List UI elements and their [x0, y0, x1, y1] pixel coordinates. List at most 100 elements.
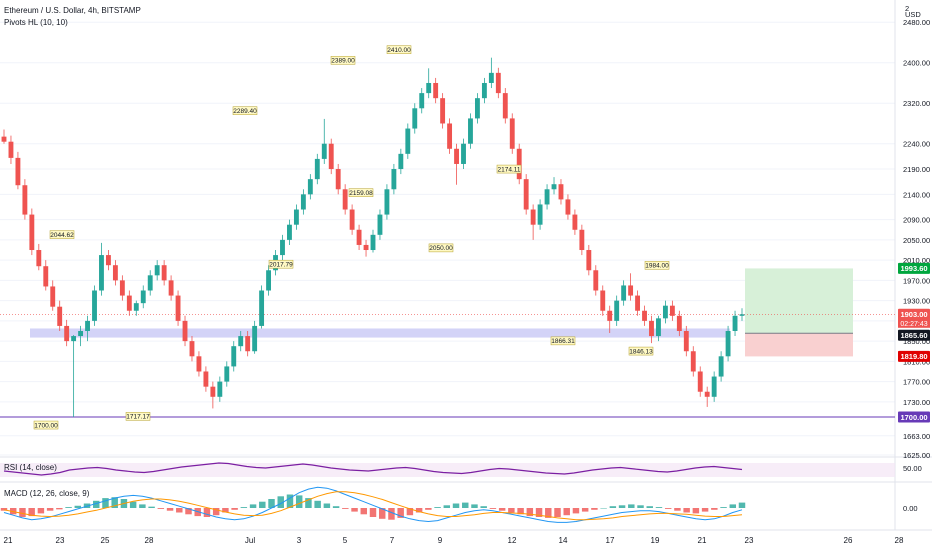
- candle-body: [266, 270, 272, 291]
- candle-body: [43, 266, 49, 287]
- pivot-label: 2044.62: [50, 232, 74, 239]
- candlestick-series: [1, 57, 745, 418]
- rsi-band: [0, 463, 895, 477]
- candle-body: [454, 148, 459, 164]
- candle-body: [238, 336, 244, 347]
- candle-body: [495, 72, 501, 94]
- macd-histogram-bar: [600, 508, 607, 509]
- time-tick-label: 5: [343, 536, 348, 545]
- candle-body: [704, 391, 710, 397]
- candle-body: [321, 143, 327, 159]
- candle-body: [245, 336, 251, 352]
- candle-body: [391, 169, 397, 190]
- candle-body: [1, 136, 7, 142]
- macd-histogram-bar: [102, 498, 109, 508]
- macd-label[interactable]: MACD (12, 26, close, 9): [4, 489, 90, 498]
- pivot-label: 1866.31: [551, 338, 575, 345]
- candle-body: [377, 214, 383, 235]
- macd-histogram-bar: [720, 507, 727, 508]
- candle-body: [635, 295, 641, 311]
- candle-body: [342, 189, 348, 210]
- pivot-label: 1717.17: [126, 414, 150, 421]
- time-axis[interactable]: 21 23 25 28 Jul 3 5 7 9 12 14 17 19 21 23 26 28: [4, 536, 904, 545]
- macd-histogram-bar: [526, 508, 534, 517]
- candle-body: [697, 371, 703, 392]
- candle-body: [586, 250, 592, 271]
- macd-pane: [0, 486, 746, 523]
- currency-label[interactable]: USD: [905, 10, 921, 19]
- macd-histogram-bar: [268, 499, 275, 508]
- macd-histogram-bar: [674, 508, 681, 511]
- indicator-label[interactable]: Pivots HL (10, 10): [4, 18, 68, 27]
- candle-body: [126, 295, 132, 311]
- support-band: [30, 328, 730, 338]
- rsi-line: [3, 462, 743, 476]
- candle-body: [287, 224, 292, 240]
- candle-body: [182, 320, 188, 342]
- macd-histogram-bar: [609, 506, 617, 508]
- pivot-label-box: [330, 56, 356, 65]
- macd-histogram-bar: [452, 503, 460, 508]
- macd-histogram-bar: [489, 508, 497, 509]
- candle-body: [593, 270, 599, 291]
- candle-body: [739, 314, 745, 316]
- pivot-label: 1984.00: [645, 263, 669, 270]
- symbol-title[interactable]: Ethereum / U.S. Dollar, 4h, BITSTAMP: [4, 6, 141, 15]
- candle-body: [419, 93, 425, 109]
- time-tick-label: 23: [56, 536, 65, 545]
- macd-histogram-bar: [360, 508, 368, 515]
- macd-histogram-bar: [0, 508, 8, 511]
- macd-histogram-bar: [19, 508, 26, 517]
- candle-body: [154, 265, 160, 276]
- candle-body: [405, 128, 411, 154]
- candle-body: [530, 209, 536, 225]
- candle-body: [502, 93, 508, 119]
- candle-body: [649, 320, 654, 337]
- macd-histogram-bar: [222, 508, 229, 513]
- candle-body: [356, 229, 362, 245]
- macd-histogram-bar: [655, 507, 663, 508]
- price-tick-label: 1730.00: [903, 398, 930, 407]
- price-tick-label: 2400.00: [903, 59, 930, 68]
- last-price-tag-box: [898, 308, 930, 320]
- pivot-label-box: [428, 243, 454, 253]
- macd-histogram-bar: [74, 505, 82, 508]
- countdown-tag: 02:27:43: [900, 321, 927, 328]
- rsi-pane: [0, 462, 895, 477]
- support-price-tag-box: [898, 411, 930, 423]
- time-tick-label: 7: [390, 536, 395, 545]
- macd-histogram-bar: [56, 508, 63, 510]
- time-tick-label: 12: [508, 536, 517, 545]
- candle-body: [175, 295, 181, 321]
- price-axis[interactable]: 2480.00 2400.00 2320.00 2240.00 2190.00 2140.…: [903, 18, 930, 460]
- rsi-label[interactable]: RSI (14, close): [4, 463, 57, 472]
- candle-body: [363, 244, 369, 251]
- macd-histogram-bar: [535, 508, 543, 517]
- candle-body: [133, 303, 139, 311]
- candle-body: [92, 290, 97, 321]
- pivot-label-box: [628, 346, 654, 356]
- macd-histogram-bar: [581, 508, 589, 512]
- pivot-label-box: [268, 259, 294, 269]
- pivot-label-box: [125, 412, 151, 421]
- candle-body: [725, 330, 731, 357]
- macd-line: [3, 486, 743, 523]
- candle-body: [461, 143, 466, 164]
- price-tick-label: 1625.00: [903, 451, 930, 460]
- candle-body: [259, 290, 265, 326]
- macd-histogram-bar: [692, 508, 700, 514]
- candle-body: [732, 315, 738, 331]
- candle-body: [231, 346, 237, 367]
- macd-histogram-bar: [305, 498, 312, 508]
- macd-histogram-bar: [323, 503, 331, 508]
- pivot-label: 1700.00: [34, 422, 58, 429]
- candle-body: [203, 371, 209, 387]
- macd-histogram-bar: [498, 508, 506, 511]
- pivot-label-box: [496, 164, 522, 174]
- macd-histogram-bar: [480, 506, 487, 508]
- candle-body: [85, 320, 90, 331]
- candle-body: [481, 82, 487, 99]
- macd-histogram-bar: [618, 505, 626, 508]
- candle-body: [29, 214, 35, 251]
